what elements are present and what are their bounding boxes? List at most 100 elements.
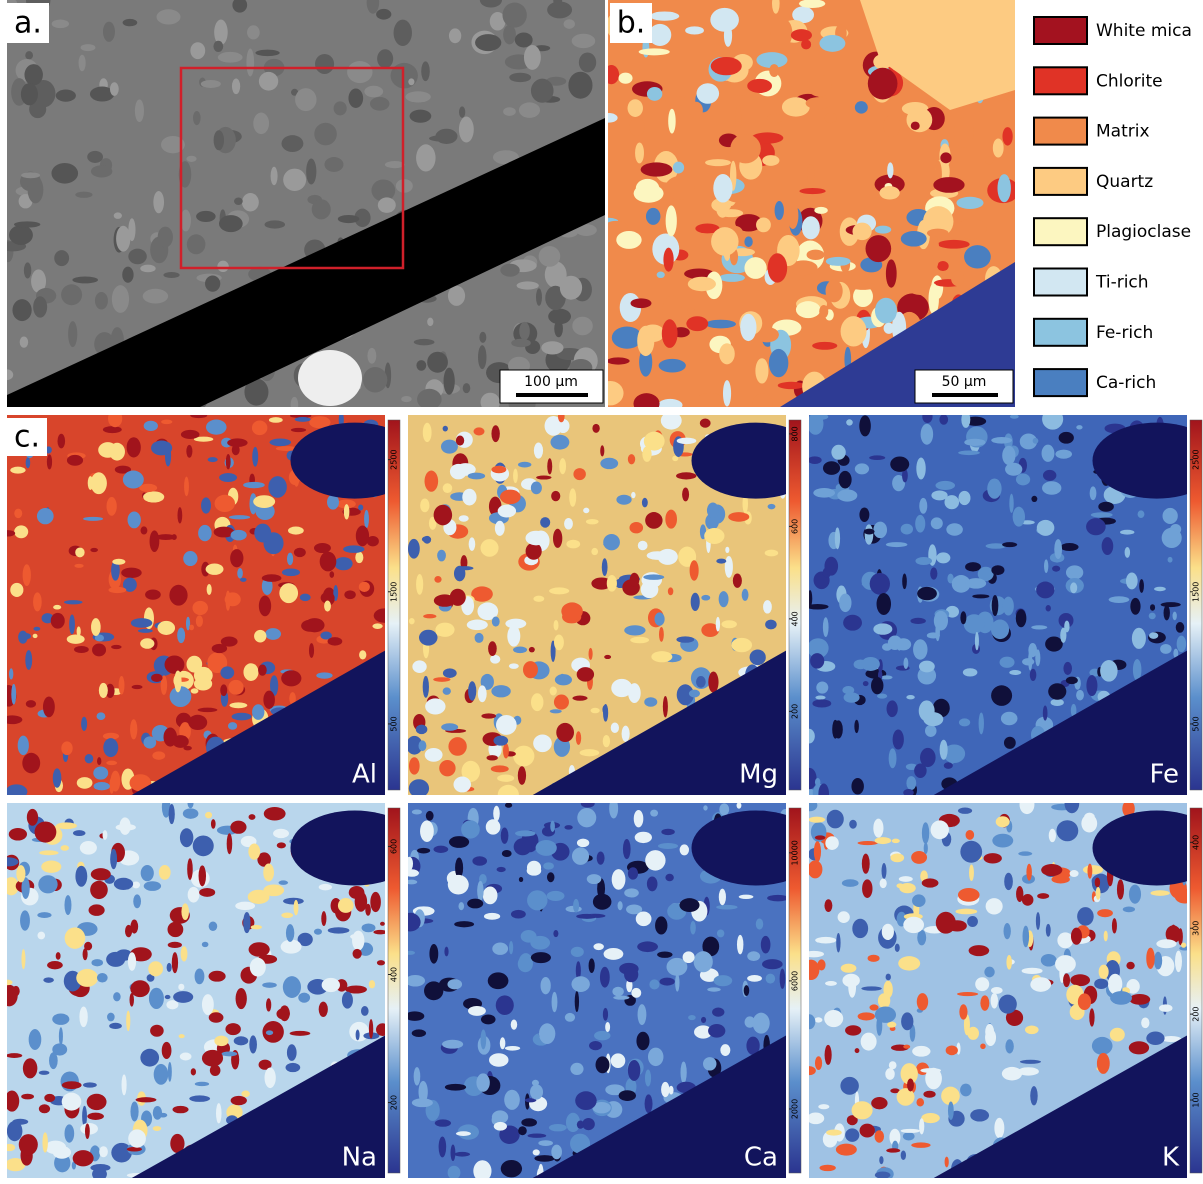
texture <box>655 612 665 625</box>
colorbar <box>388 808 400 1173</box>
texture <box>740 314 756 341</box>
texture <box>324 157 343 172</box>
texture <box>51 163 78 184</box>
texture <box>39 1104 50 1113</box>
texture <box>711 57 742 75</box>
texture <box>128 952 136 971</box>
element-label: Ca <box>744 1143 778 1173</box>
texture <box>999 995 1017 1014</box>
texture <box>665 874 673 881</box>
texture <box>23 1058 37 1078</box>
texture <box>855 1048 860 1053</box>
texture <box>803 1066 816 1075</box>
texture <box>138 629 153 633</box>
texture <box>803 1014 815 1029</box>
texture <box>352 931 364 951</box>
texture <box>881 675 893 679</box>
texture <box>739 895 754 899</box>
texture <box>491 425 499 442</box>
texture <box>903 1045 910 1049</box>
texture <box>1071 928 1082 945</box>
texture <box>1002 446 1015 465</box>
texture <box>552 992 558 1012</box>
texture <box>683 951 695 963</box>
texture <box>497 775 514 782</box>
texture <box>116 824 136 831</box>
texture <box>165 655 185 673</box>
texture <box>605 1022 610 1032</box>
texture <box>458 902 464 910</box>
texture <box>1045 636 1063 651</box>
texture <box>877 693 887 698</box>
texture <box>730 134 761 163</box>
texture <box>282 568 300 576</box>
texture <box>922 822 929 844</box>
texture <box>701 1017 706 1023</box>
texture <box>913 639 927 659</box>
texture <box>554 620 559 631</box>
texture <box>112 285 129 313</box>
texture <box>1016 609 1027 627</box>
texture <box>77 777 93 789</box>
colorbar-tick-label: 800 <box>791 426 800 441</box>
texture <box>143 736 156 748</box>
texture <box>636 1032 649 1050</box>
texture <box>899 883 916 893</box>
texture <box>130 1102 138 1122</box>
texture <box>369 980 375 988</box>
texture <box>144 881 161 891</box>
texture <box>509 663 519 669</box>
texture <box>688 277 716 292</box>
texture <box>633 393 659 414</box>
texture <box>917 587 937 600</box>
texture <box>860 1124 875 1138</box>
texture <box>991 565 1004 575</box>
texture <box>1009 494 1013 513</box>
texture <box>423 423 432 442</box>
texture <box>418 740 426 751</box>
texture <box>140 1049 159 1067</box>
texture <box>477 881 484 901</box>
texture <box>206 563 224 574</box>
texture <box>669 1086 674 1095</box>
texture <box>69 615 75 635</box>
texture <box>903 1132 915 1140</box>
texture <box>6 1053 22 1058</box>
texture <box>96 712 105 720</box>
texture <box>916 458 925 480</box>
texture <box>668 109 675 134</box>
texture <box>921 1113 940 1123</box>
texture <box>581 800 595 808</box>
texture <box>875 226 891 234</box>
texture <box>1033 438 1039 444</box>
texture <box>264 807 286 821</box>
texture <box>148 961 163 976</box>
texture <box>559 458 566 474</box>
texture <box>816 681 828 693</box>
texture <box>220 666 234 679</box>
texture <box>1173 612 1177 621</box>
texture <box>791 29 812 41</box>
texture <box>901 1129 920 1133</box>
texture <box>1070 974 1090 986</box>
texture <box>459 106 465 117</box>
texture <box>519 322 530 340</box>
texture <box>915 557 932 565</box>
texture <box>873 522 887 539</box>
texture <box>658 549 678 565</box>
texture <box>435 623 454 637</box>
texture <box>76 969 98 987</box>
texture <box>20 337 28 348</box>
texture <box>38 875 57 893</box>
texture <box>103 22 115 42</box>
texture <box>130 920 138 934</box>
texture <box>298 993 310 1003</box>
texture <box>665 510 677 529</box>
texture <box>198 525 212 541</box>
texture <box>99 683 108 698</box>
texture <box>906 695 914 699</box>
texture <box>209 1012 224 1022</box>
texture <box>219 473 237 482</box>
texture <box>714 975 733 986</box>
texture <box>27 809 38 826</box>
